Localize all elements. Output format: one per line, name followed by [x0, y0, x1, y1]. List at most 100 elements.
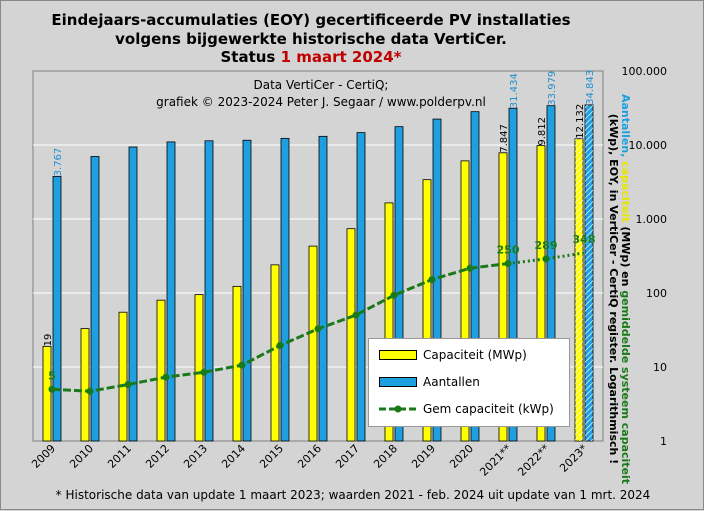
avg-data-label: 348	[573, 233, 596, 246]
capacity-bar	[80, 328, 90, 442]
legend-avg-swatch	[379, 405, 417, 413]
capacity-bar	[346, 228, 356, 442]
data-labels: 19 3.767 5 7.847 31.434 250 9.812 33.979 289 12.1…	[43, 70, 596, 382]
capacity-bar	[422, 179, 432, 442]
count-bar	[508, 107, 518, 442]
x-tick-label: 2017	[333, 442, 362, 471]
capacity-data-label: 19	[43, 334, 54, 347]
bars	[42, 104, 594, 442]
right-title-part1: Aantallen,	[619, 93, 632, 158]
count-bar	[318, 135, 328, 442]
right-title-part5: (kWp), EOY, in VertiCer - CertiQ registe…	[607, 113, 620, 465]
x-tick-label: 2023*	[557, 442, 590, 475]
count-bar	[546, 105, 556, 442]
legend-item-capacity: Capaciteit (MWp)	[379, 345, 527, 365]
capacity-bar	[270, 264, 280, 442]
capacity-bar	[42, 345, 52, 442]
avg-point	[390, 291, 398, 299]
x-tick-label: 2020	[447, 442, 476, 471]
x-tick-label: 2018	[371, 442, 400, 471]
count-data-label: 34.843	[585, 70, 596, 105]
avg-point	[48, 385, 56, 393]
avg-data-label: 5	[48, 369, 56, 382]
right-title-part3: (MWp) en	[619, 222, 632, 291]
avg-point	[238, 361, 246, 369]
count-bar	[128, 146, 138, 442]
x-tick-label: 2016	[295, 442, 324, 471]
count-bar	[470, 111, 480, 442]
x-tick-label: 2012	[143, 442, 172, 471]
capacity-data-label: 9.812	[537, 117, 548, 146]
credits-line1: Data VertiCer - CertiQ;	[253, 78, 389, 92]
legend-item-count: Aantallen	[379, 372, 480, 392]
x-tick-label: 2021**	[477, 442, 514, 479]
right-title-part4: gemiddelde systeem capaciteit	[619, 290, 632, 485]
count-bar	[166, 141, 176, 442]
capacity-bar	[498, 152, 508, 442]
status-date: 1 maart 2024*	[280, 48, 402, 66]
capacity-data-label: 7.847	[499, 124, 510, 153]
x-tick-label: 2011	[105, 442, 134, 471]
x-tick-label: 2009	[29, 442, 58, 471]
avg-data-label: 250	[497, 244, 520, 257]
x-tick-label: 2014	[219, 442, 248, 471]
capacity-bar	[194, 294, 204, 442]
count-bar	[280, 137, 290, 442]
legend-item-avg: Gem capaciteit (kWp)	[379, 399, 554, 419]
y-tick-label: 10.000	[629, 139, 668, 152]
x-tick-label: 2019	[409, 442, 438, 471]
x-tick-label: 2010	[67, 442, 96, 471]
avg-point	[86, 387, 94, 395]
capacity-bar	[460, 160, 470, 442]
right-axis-title: Aantallen, capaciteit (MWp) en gemiddeld…	[607, 69, 632, 509]
capacity-bar	[118, 311, 128, 442]
x-tick-label: 2015	[257, 442, 286, 471]
avg-point	[314, 325, 322, 333]
y-tick-label: 1	[660, 435, 667, 448]
footnote: * Historische data van update 1 maart 20…	[55, 488, 651, 502]
x-axis: 2009 2010 2011 2012 2013 2014 2015 2016 2017 2018…	[29, 442, 590, 479]
legend-count-label: Aantallen	[423, 375, 480, 389]
legend: Capaciteit (MWp) Aantallen Gem capacitei…	[368, 338, 570, 427]
y-tick-label: 100	[646, 287, 667, 300]
avg-point	[504, 260, 512, 268]
y-tick-label: 100.000	[622, 65, 668, 78]
chart-title-line2: volgens bijgewerkte historische data Ver…	[115, 30, 507, 48]
y-axis: 1 10 100 1.000 10.000 100.000	[622, 65, 668, 448]
count-data-label: 3.767	[53, 148, 64, 177]
capacity-data-label: 12.132	[575, 104, 586, 139]
count-bar	[242, 139, 252, 442]
count-bar	[394, 126, 404, 442]
avg-point	[466, 264, 474, 272]
capacity-bar-hatch	[575, 138, 583, 441]
count-data-label: 31.434	[509, 73, 520, 108]
legend-capacity-swatch	[379, 350, 417, 360]
avg-point	[200, 368, 208, 376]
capacity-bar	[536, 145, 546, 442]
count-bar	[52, 175, 62, 442]
x-tick-label: 2013	[181, 442, 210, 471]
count-data-label: 33.979	[547, 71, 558, 106]
capacity-bar	[384, 202, 394, 442]
capacity-bar	[308, 245, 318, 442]
legend-capacity-label: Capaciteit (MWp)	[423, 348, 527, 362]
avg-point	[542, 255, 550, 263]
credits: Data VertiCer - CertiQ; grafiek © 2023-2…	[41, 77, 601, 111]
avg-point	[352, 311, 360, 319]
count-bar	[90, 156, 100, 442]
chart-title-line3: Status 1 maart 2024*	[1, 48, 621, 66]
count-bar	[356, 132, 366, 442]
count-bar-hatch	[585, 104, 593, 441]
count-bar	[204, 140, 214, 442]
legend-avg-label: Gem capaciteit (kWp)	[423, 402, 554, 416]
credits-line2: grafiek © 2023-2024 Peter J. Segaar / ww…	[156, 95, 486, 109]
status-prefix: Status	[220, 48, 281, 66]
chart-title-line1: Eindejaars-accumulaties (EOY) gecertific…	[51, 11, 571, 29]
avg-point	[162, 373, 170, 381]
x-tick-label: 2022**	[515, 442, 552, 479]
avg-point	[276, 342, 284, 350]
capacity-bar	[156, 299, 166, 442]
y-tick-label: 10	[653, 361, 667, 374]
